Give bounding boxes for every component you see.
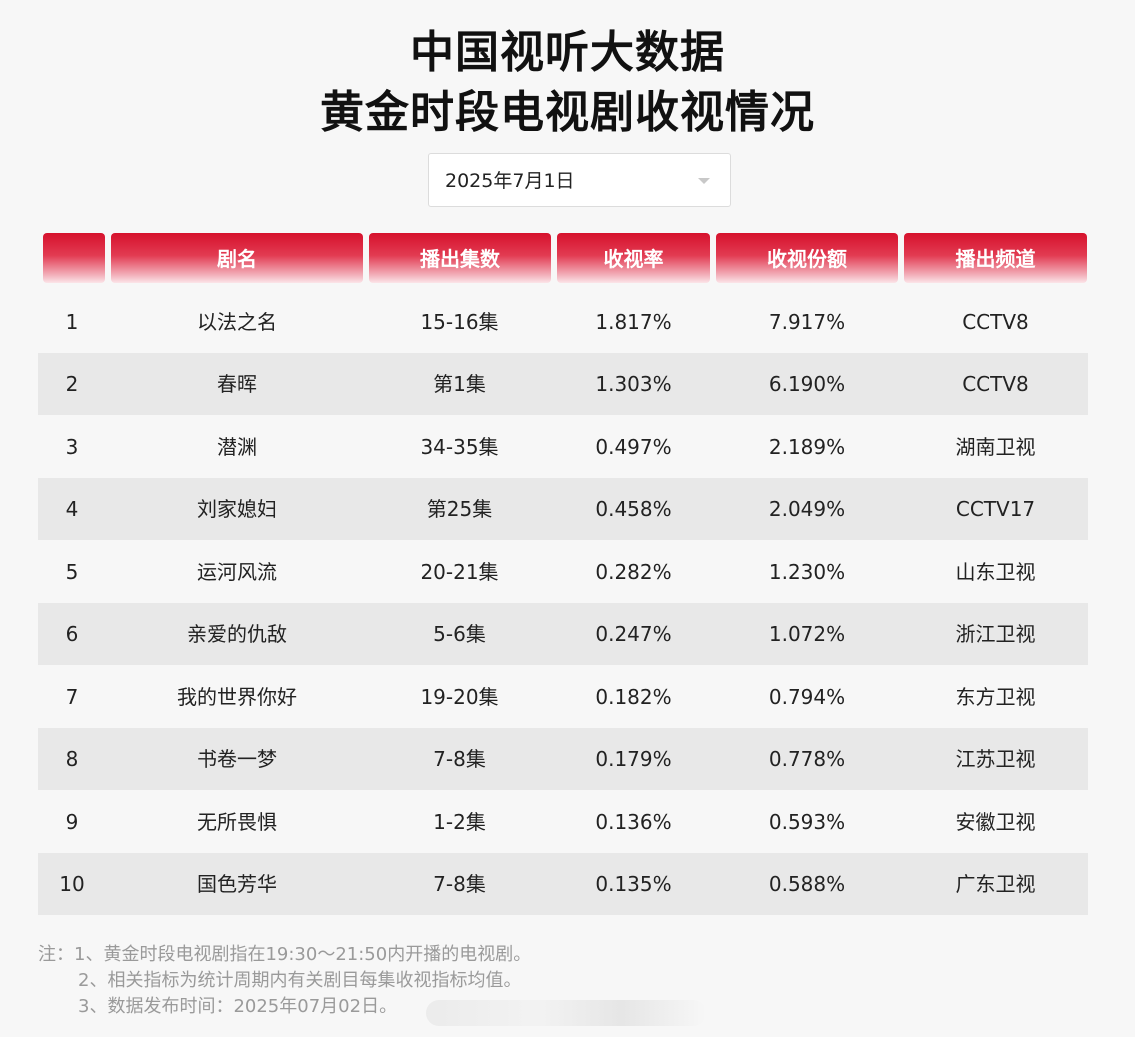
table-row: 4 刘家媳妇 第25集 0.458% 2.049% CCTV17 (38, 478, 1088, 540)
rank-cell: 1 (65, 310, 79, 334)
rating-cell: 0.136% (595, 810, 672, 834)
rank-cell: 8 (65, 747, 79, 771)
rank-cell: 6 (65, 622, 79, 646)
drama-name-cell: 潜渊 (217, 435, 257, 459)
share-cell: 0.593% (768, 810, 846, 834)
rating-cell: 0.497% (595, 435, 672, 459)
share-cell: 6.190% (768, 372, 846, 396)
page-subtitle: 黄金时段电视剧收视情况 (320, 87, 815, 138)
share-cell: 1.072% (768, 622, 846, 646)
episodes-cell: 20-21集 (420, 560, 499, 584)
channel-cell: 山东卫视 (955, 560, 1036, 584)
channel-cell: 东方卫视 (955, 685, 1036, 709)
rating-cell: 0.458% (595, 497, 672, 521)
episodes-cell: 1-2集 (433, 810, 486, 834)
page-title: 中国视听大数据 (410, 27, 725, 78)
rating-cell: 0.135% (595, 872, 672, 896)
header-share: 收视份额 (716, 233, 898, 283)
drama-name-cell: 运河风流 (197, 560, 277, 584)
drama-name-cell: 以法之名 (197, 310, 277, 334)
footnotes: 注：1、黄金时段电视剧指在19:30～21:50内开播的电视剧。 2、相关指标为… (38, 942, 531, 1020)
drama-name-cell: 刘家媳妇 (197, 497, 277, 521)
channel-cell: CCTV8 (962, 372, 1029, 396)
rating-cell: 0.282% (595, 560, 672, 584)
drama-name-cell: 无所畏惧 (197, 810, 277, 834)
footnote-1: 注：1、黄金时段电视剧指在19:30～21:50内开播的电视剧。 (38, 944, 532, 965)
table-row: 7 我的世界你好 19-20集 0.182% 0.794% 东方卫视 (38, 666, 1088, 728)
chevron-down-icon (698, 178, 710, 184)
channel-cell: 湖南卫视 (955, 435, 1036, 459)
drama-name-cell: 我的世界你好 (177, 685, 297, 709)
date-select[interactable]: 2025年7月1日 (428, 153, 731, 207)
header-channel: 播出频道 (904, 233, 1087, 283)
table-row: 1 以法之名 15-16集 1.817% 7.917% CCTV8 (38, 291, 1088, 353)
rating-cell: 0.247% (595, 622, 672, 646)
rank-cell: 9 (65, 810, 79, 834)
channel-cell: CCTV8 (962, 310, 1029, 334)
episodes-cell: 7-8集 (433, 872, 486, 896)
rank-cell: 5 (65, 560, 79, 584)
header-rating: 收视率 (557, 233, 710, 283)
header-name: 剧名 (111, 233, 363, 283)
channel-cell: 安徽卫视 (955, 810, 1036, 834)
share-cell: 0.588% (768, 872, 846, 896)
table-row: 2 春晖 第1集 1.303% 6.190% CCTV8 (38, 353, 1088, 415)
table-row: 3 潜渊 34-35集 0.497% 2.189% 湖南卫视 (38, 416, 1088, 478)
header-episodes: 播出集数 (369, 233, 551, 283)
channel-cell: 浙江卫视 (955, 622, 1036, 646)
table-row: 5 运河风流 20-21集 0.282% 1.230% 山东卫视 (38, 541, 1088, 603)
episodes-cell: 7-8集 (433, 747, 486, 771)
share-cell: 2.189% (768, 435, 846, 459)
rank-cell: 4 (65, 497, 79, 521)
episodes-cell: 15-16集 (420, 310, 499, 334)
share-cell: 0.794% (768, 685, 846, 709)
share-cell: 0.778% (768, 747, 846, 771)
drama-name-cell: 国色芳华 (197, 872, 277, 896)
rating-cell: 0.179% (595, 747, 672, 771)
table-row: 10 国色芳华 7-8集 0.135% 0.588% 广东卫视 (38, 853, 1088, 915)
watermark-logo (426, 1000, 706, 1026)
rank-cell: 3 (65, 435, 79, 459)
share-cell: 2.049% (768, 497, 846, 521)
share-cell: 1.230% (768, 560, 846, 584)
date-select-value: 2025年7月1日 (445, 170, 575, 192)
drama-name-cell: 春晖 (217, 372, 257, 396)
rank-cell: 10 (59, 872, 85, 896)
episodes-cell: 19-20集 (420, 685, 499, 709)
episodes-cell: 5-6集 (433, 622, 486, 646)
rank-cell: 7 (65, 685, 79, 709)
drama-name-cell: 书卷一梦 (197, 747, 277, 771)
channel-cell: 广东卫视 (955, 872, 1036, 896)
header-rank (43, 233, 105, 283)
channel-cell: CCTV17 (955, 497, 1036, 521)
table-row: 6 亲爱的仇敌 5-6集 0.247% 1.072% 浙江卫视 (38, 603, 1088, 665)
rating-cell: 1.817% (595, 310, 672, 334)
share-cell: 7.917% (768, 310, 846, 334)
footnote-2: 2、相关指标为统计周期内有关剧目每集收视指标均值。 (78, 970, 522, 991)
footnote-3: 3、数据发布时间：2025年07月02日。 (78, 996, 398, 1017)
rank-cell: 2 (65, 372, 79, 396)
drama-name-cell: 亲爱的仇敌 (187, 622, 287, 646)
table-row: 9 无所畏惧 1-2集 0.136% 0.593% 安徽卫视 (38, 791, 1088, 853)
rating-cell: 0.182% (595, 685, 672, 709)
table-row: 8 书卷一梦 7-8集 0.179% 0.778% 江苏卫视 (38, 728, 1088, 790)
episodes-cell: 第25集 (426, 497, 493, 521)
episodes-cell: 34-35集 (420, 435, 499, 459)
episodes-cell: 第1集 (433, 372, 486, 396)
channel-cell: 江苏卫视 (955, 747, 1036, 771)
rating-cell: 1.303% (595, 372, 672, 396)
